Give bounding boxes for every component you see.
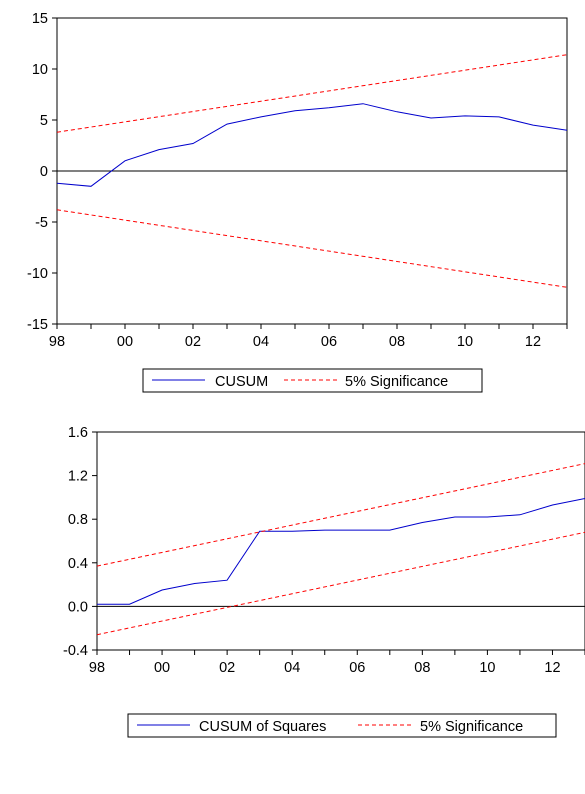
y-tick-label: 0.4: [68, 556, 88, 572]
y-tick-label: 15: [32, 11, 48, 27]
x-tick-label: 02: [219, 660, 235, 676]
legend-label-significance: 5% Significance: [345, 374, 448, 390]
legend-label-significance: 5% Significance: [420, 719, 523, 735]
cusum-legend: CUSUM 5% Significance: [142, 368, 483, 393]
y-tick-label: 0.8: [68, 512, 88, 528]
x-tick-label: 00: [117, 334, 133, 350]
legend-label-cusum: CUSUM: [215, 374, 268, 390]
y-tick-label: 0: [40, 164, 48, 180]
significance-bound-line: [56, 209, 568, 288]
x-tick-label: 08: [414, 660, 430, 676]
cusum-squares-chart: 1.6 1.2 0.8 0.4 0.0 -0.4 98 00 02 04 06 08 10 12: [63, 425, 585, 676]
legend-box: [127, 713, 557, 738]
y-tick-label: -0.4: [63, 643, 88, 659]
x-tick-label: 98: [49, 334, 65, 350]
y-tick-label: 10: [32, 62, 48, 78]
x-tick-label: 06: [349, 660, 365, 676]
x-tick-label: 10: [479, 660, 495, 676]
significance-bound-line: [96, 463, 585, 567]
y-tick-label: -5: [35, 215, 48, 231]
y-tick-label: 5: [40, 113, 48, 129]
legend-label-cusum-squares: CUSUM of Squares: [199, 719, 326, 735]
significance-bound-line: [56, 54, 568, 133]
y-tick-label: -15: [27, 317, 48, 333]
x-tick-label: 98: [89, 660, 105, 676]
x-tick-label: 06: [321, 334, 337, 350]
y-tick-label: -10: [27, 266, 48, 282]
y-tick-label: 1.6: [68, 425, 88, 441]
x-tick-label: 12: [525, 334, 541, 350]
x-tick-label: 04: [253, 334, 269, 350]
x-tick-label: 04: [284, 660, 300, 676]
x-tick-label: 02: [185, 334, 201, 350]
cusum-squares-legend: CUSUM of Squares 5% Significance: [127, 713, 557, 738]
x-tick-label: 12: [544, 660, 560, 676]
plot-frame: [96, 431, 585, 651]
significance-bound-line: [96, 531, 585, 636]
x-tick-label: 08: [389, 334, 405, 350]
cusum-chart: 15 10 5 0 -5 -10 -15 98 00 02 04 06 08 10 12: [27, 11, 568, 350]
x-tick-label: 00: [154, 660, 170, 676]
x-tick-label: 10: [457, 334, 473, 350]
y-tick-label: 1.2: [68, 469, 88, 485]
y-tick-label: 0.0: [68, 599, 88, 615]
series-line: [56, 103, 568, 187]
series-line: [97, 498, 585, 605]
